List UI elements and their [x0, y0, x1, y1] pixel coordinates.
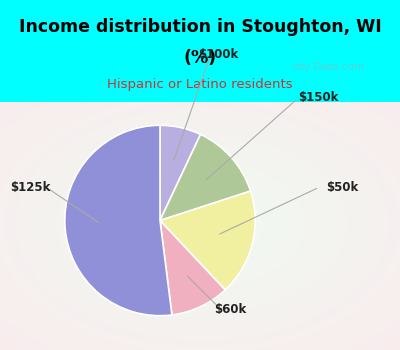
Text: (%): (%) — [184, 49, 216, 67]
Wedge shape — [65, 125, 172, 316]
Text: $50k: $50k — [326, 181, 358, 194]
Wedge shape — [160, 125, 200, 220]
Text: $125k: $125k — [10, 181, 50, 194]
Wedge shape — [160, 191, 255, 290]
Text: Hispanic or Latino residents: Hispanic or Latino residents — [107, 78, 293, 91]
Text: $150k: $150k — [298, 91, 338, 105]
Wedge shape — [160, 220, 225, 315]
Text: city-Data.com: city-Data.com — [292, 62, 364, 71]
Text: $60k: $60k — [214, 303, 246, 316]
Text: Income distribution in Stoughton, WI: Income distribution in Stoughton, WI — [19, 18, 381, 36]
Wedge shape — [160, 134, 250, 220]
Text: $100k: $100k — [198, 48, 238, 61]
